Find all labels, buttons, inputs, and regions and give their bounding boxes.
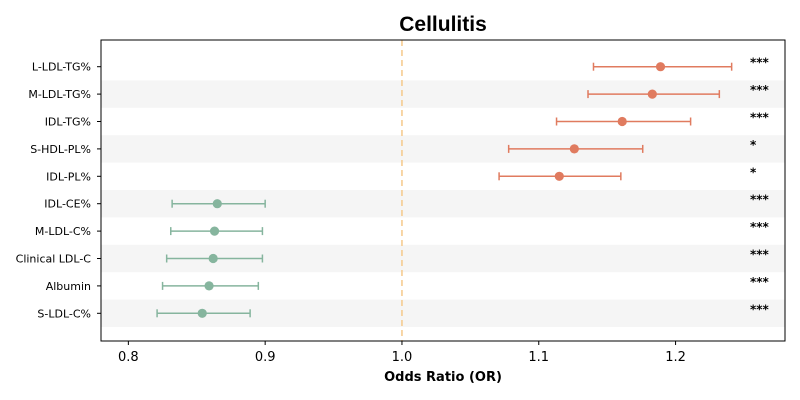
y-tick-label: IDL-PL% <box>46 170 91 183</box>
y-tick-label: Albumin <box>46 280 91 293</box>
significance-label: * <box>750 165 757 179</box>
x-tick-label: 1.1 <box>528 350 549 365</box>
significance-labels: ************************** <box>750 56 770 317</box>
significance-label: *** <box>750 83 770 97</box>
significance-label: *** <box>750 193 770 207</box>
or-point <box>554 171 564 181</box>
x-tick-label: 1.0 <box>392 350 413 365</box>
significance-label: *** <box>750 111 770 125</box>
significance-label: *** <box>750 248 770 262</box>
x-tick-label: 1.2 <box>665 350 686 365</box>
plot-frame <box>100 39 786 342</box>
x-axis-label: Odds Ratio (OR) <box>384 370 502 385</box>
significance-label: *** <box>750 56 770 70</box>
x-tick-label: 0.9 <box>255 350 276 365</box>
y-tick-label: Clinical LDL-C <box>16 253 92 266</box>
or-point <box>208 253 218 264</box>
y-tick-label: L-LDL-TG% <box>32 61 91 74</box>
y-tick-label: S-HDL-PL% <box>30 143 91 156</box>
or-point <box>569 144 579 154</box>
or-point <box>617 116 627 127</box>
row-band <box>101 135 785 163</box>
or-point <box>197 308 207 318</box>
significance-label: *** <box>750 275 770 289</box>
x-tick-label: 0.8 <box>118 350 139 365</box>
y-tick-label: M-LDL-TG% <box>28 88 91 101</box>
y-tick-label: M-LDL-C% <box>35 225 91 238</box>
or-point <box>204 281 214 291</box>
y-labels: L-LDL-TG% M-LDL-TG% IDL-TG% S-HDL-PL% IDL-PL… <box>16 61 101 320</box>
y-tick-label: IDL-TG% <box>45 116 91 129</box>
y-tick-label: S-LDL-C% <box>37 307 91 320</box>
y-tick-label: IDL-CE% <box>44 198 91 211</box>
x-axis: 0.8 0.9 1.0 1.1 1.2 <box>118 341 686 365</box>
significance-label: * <box>750 138 757 152</box>
or-point <box>655 62 666 72</box>
or-point <box>209 226 220 236</box>
significance-label: *** <box>750 302 770 316</box>
chart-title: Cellulitis <box>399 13 487 36</box>
significance-label: *** <box>750 220 770 234</box>
or-point <box>212 199 222 209</box>
or-point <box>647 89 657 99</box>
forest-marks <box>156 62 733 318</box>
